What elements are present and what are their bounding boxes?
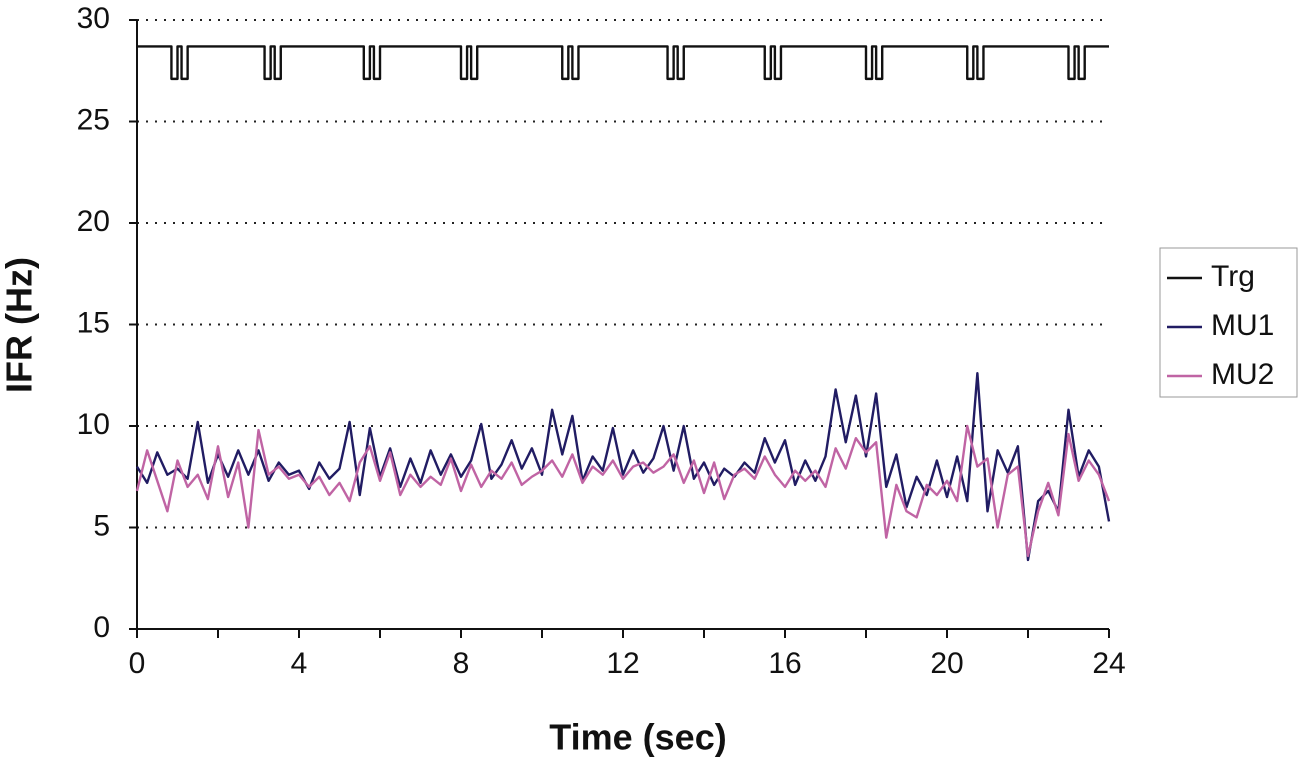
legend-label: MU1 bbox=[1211, 309, 1274, 342]
x-tick-label: 24 bbox=[1092, 647, 1125, 680]
x-axis-title: Time (sec) bbox=[549, 717, 726, 758]
y-tick-label: 20 bbox=[77, 205, 110, 238]
x-tick-label: 20 bbox=[930, 647, 963, 680]
x-tick-label: 12 bbox=[606, 647, 639, 680]
legend-label: Trg bbox=[1211, 260, 1255, 293]
x-tick-label: 0 bbox=[129, 647, 146, 680]
x-tick-label: 16 bbox=[768, 647, 801, 680]
y-tick-label: 5 bbox=[93, 509, 110, 542]
legend-box bbox=[1159, 247, 1298, 398]
y-tick-label: 15 bbox=[77, 306, 110, 339]
y-tick-label: 10 bbox=[77, 408, 110, 441]
x-tick-label: 4 bbox=[291, 647, 308, 680]
y-axis-title: IFR (Hz) bbox=[0, 257, 40, 393]
series-line bbox=[135, 424, 1111, 558]
series-line bbox=[137, 45, 1109, 81]
legend-label: MU2 bbox=[1211, 358, 1274, 391]
series-line bbox=[135, 372, 1111, 562]
x-tick-label: 8 bbox=[453, 647, 470, 680]
y-tick-label: 30 bbox=[77, 2, 110, 35]
y-tick-label: 0 bbox=[93, 611, 110, 644]
y-tick-label: 25 bbox=[77, 103, 110, 136]
